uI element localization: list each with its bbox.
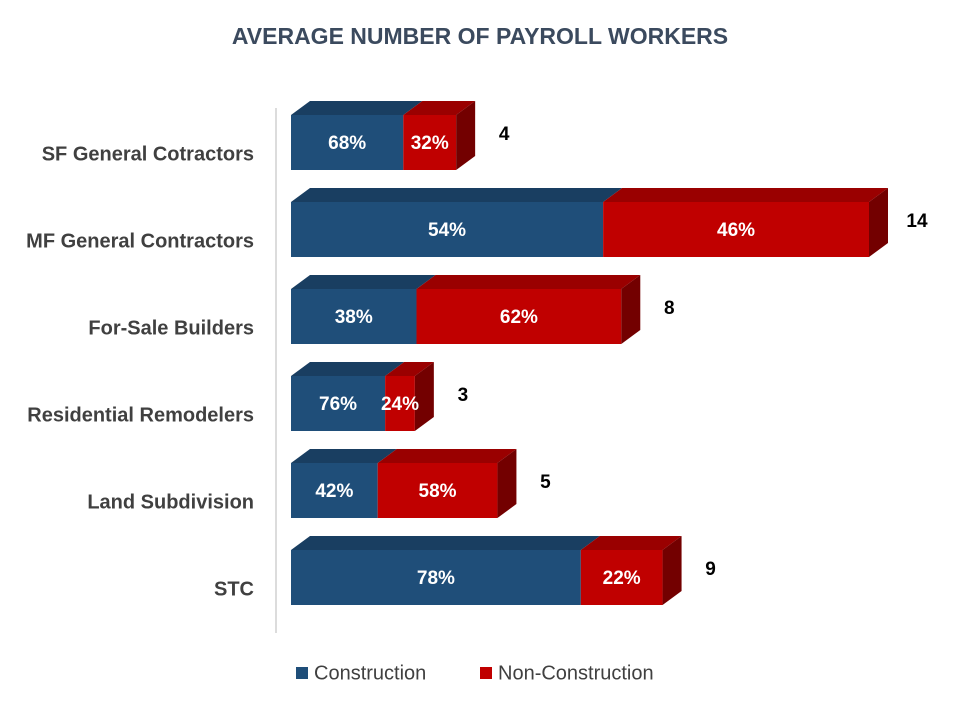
category-label: MF General Contractors xyxy=(26,230,254,252)
bar-top xyxy=(291,449,397,463)
bar-segment xyxy=(377,463,498,518)
bar-side xyxy=(414,362,434,431)
bar-top xyxy=(603,188,888,202)
bar-segment xyxy=(416,289,622,344)
value-label: 76% xyxy=(319,394,357,415)
bar-top xyxy=(385,362,434,376)
bar-segment xyxy=(291,289,417,344)
value-label: 42% xyxy=(315,481,353,502)
total-label: 3 xyxy=(458,385,469,406)
category-label: For-Sale Builders xyxy=(88,317,254,339)
legend-swatch xyxy=(480,667,492,679)
category-label: SF General Cotractors xyxy=(42,143,254,165)
bar-side xyxy=(662,536,682,605)
bar-side xyxy=(621,275,641,344)
category-label: Residential Remodelers xyxy=(27,404,254,426)
bar-top xyxy=(580,536,682,550)
chart-title: AVERAGE NUMBER OF PAYROLL WORKERS xyxy=(232,23,728,49)
bar-top xyxy=(403,101,476,115)
bar-segment xyxy=(291,115,404,170)
value-label: 22% xyxy=(603,568,641,589)
value-label: 46% xyxy=(717,220,755,241)
bar-top xyxy=(377,449,517,463)
total-label: 14 xyxy=(906,211,928,232)
value-label: 38% xyxy=(335,307,373,328)
bar-segment xyxy=(291,550,581,605)
bar-segment xyxy=(580,550,663,605)
value-label: 68% xyxy=(328,133,366,154)
total-label: 5 xyxy=(540,472,551,493)
total-label: 8 xyxy=(664,298,675,319)
bar-segment xyxy=(385,376,415,431)
legend-swatch xyxy=(296,667,308,679)
bar-top xyxy=(291,188,623,202)
bar-side xyxy=(869,188,888,257)
value-label: 62% xyxy=(500,307,538,328)
category-label: Land Subdivision xyxy=(87,491,254,513)
bar-segment xyxy=(403,115,457,170)
bar-side xyxy=(497,449,517,518)
bar-segment xyxy=(291,202,604,257)
category-label: STC xyxy=(214,578,254,600)
total-label: 9 xyxy=(705,559,716,580)
legend-label: Non-Construction xyxy=(498,662,654,684)
bar-segment xyxy=(603,202,869,257)
bar-side xyxy=(456,101,476,170)
bar-top xyxy=(291,536,600,550)
bar-segment xyxy=(291,463,378,518)
bar-top xyxy=(291,275,436,289)
bar-top xyxy=(291,101,423,115)
value-label: 32% xyxy=(411,133,449,154)
bar-top xyxy=(291,362,405,376)
value-label: 78% xyxy=(417,568,455,589)
value-label: 54% xyxy=(428,220,466,241)
bar-top xyxy=(416,275,641,289)
total-label: 4 xyxy=(499,124,510,145)
value-label: 58% xyxy=(419,481,457,502)
bar-segment xyxy=(291,376,386,431)
legend-label: Construction xyxy=(314,662,426,684)
value-label: 24% xyxy=(381,394,419,415)
